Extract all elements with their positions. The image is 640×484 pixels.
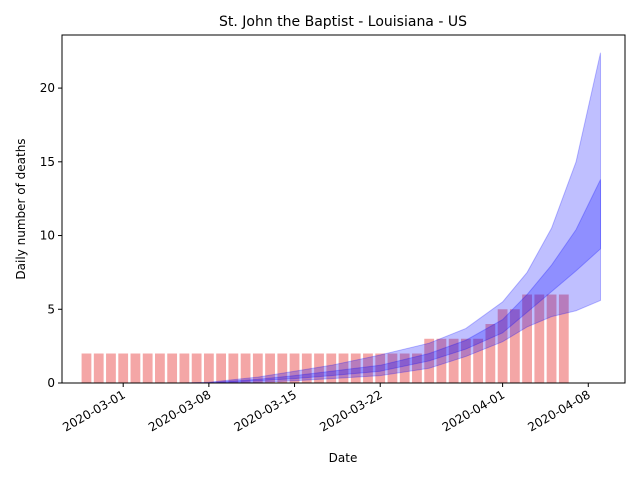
bar — [497, 309, 508, 383]
y-axis-label: Daily number of deaths — [14, 138, 28, 279]
bar — [460, 338, 471, 383]
x-tick-label: 2020-03-22 — [317, 387, 384, 434]
bar — [436, 338, 447, 383]
bar — [546, 294, 557, 383]
bar — [424, 338, 435, 383]
bar — [130, 353, 141, 383]
bar — [106, 353, 116, 383]
x-tick-label: 2020-04-01 — [440, 387, 507, 434]
bar — [203, 353, 214, 383]
bar — [301, 353, 312, 383]
bar — [118, 353, 129, 383]
bar — [277, 353, 288, 383]
bar — [326, 353, 337, 383]
bar — [265, 353, 275, 383]
bar — [179, 353, 190, 383]
bar — [252, 353, 263, 383]
bar — [473, 338, 484, 383]
bar — [399, 353, 410, 383]
y-tick-label: 0 — [47, 376, 55, 390]
y-tick-label: 15 — [40, 155, 55, 169]
bar — [412, 353, 422, 383]
y-tick-label: 5 — [47, 302, 55, 316]
y-tick-label: 20 — [40, 81, 55, 95]
bar — [167, 353, 178, 383]
bar — [240, 353, 251, 383]
x-tick-label: 2020-03-01 — [60, 387, 127, 434]
bar — [509, 309, 520, 383]
bar — [191, 353, 202, 383]
bar — [448, 338, 459, 383]
bar — [314, 353, 324, 383]
bar — [338, 353, 349, 383]
chart-title: St. John the Baptist - Louisiana - US — [219, 14, 467, 30]
bar — [228, 353, 239, 383]
bar — [216, 353, 227, 383]
bar — [81, 353, 92, 383]
x-tick-label: 2020-03-08 — [146, 387, 213, 434]
bar — [485, 324, 496, 383]
bar — [558, 294, 569, 383]
band — [184, 179, 602, 384]
bar — [289, 353, 300, 383]
bar — [350, 353, 361, 383]
bar — [363, 353, 373, 383]
band — [184, 52, 602, 384]
bar — [387, 353, 398, 383]
bar — [155, 353, 165, 383]
bar — [534, 294, 545, 383]
x-axis-label: Date — [329, 451, 358, 465]
plot-frame — [61, 34, 626, 384]
bar — [93, 353, 104, 383]
x-tick-label: 2020-04-08 — [525, 387, 592, 434]
bar — [522, 294, 532, 383]
y-tick-label: 10 — [40, 229, 55, 243]
bar — [142, 353, 153, 383]
x-tick-label: 2020-03-15 — [232, 387, 299, 434]
bar — [375, 353, 386, 383]
